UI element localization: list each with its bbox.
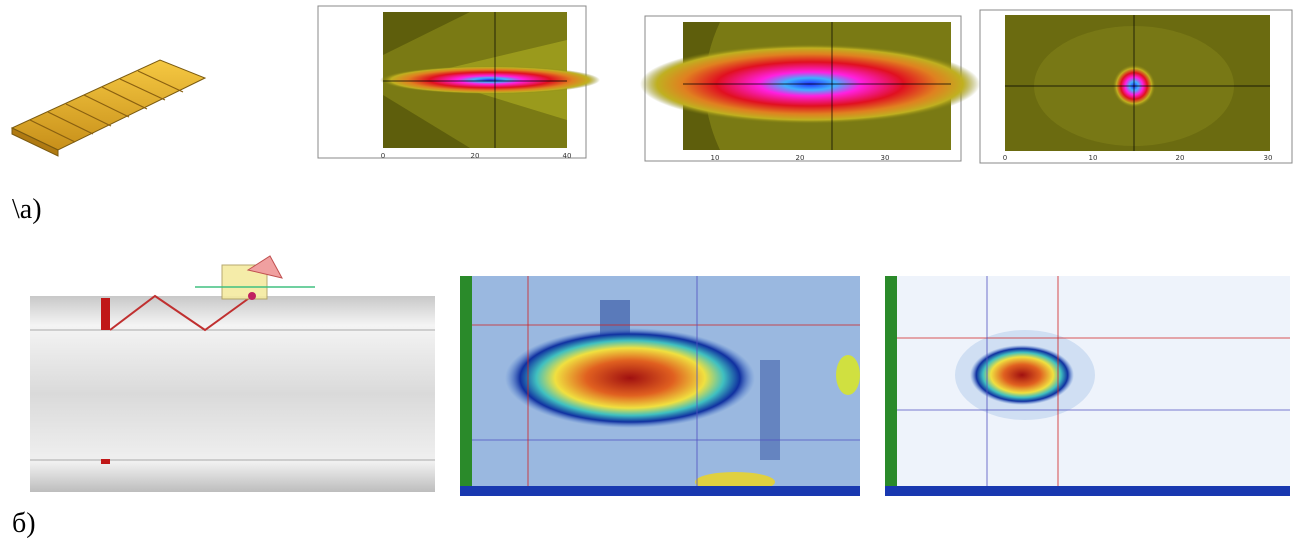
x-tick-label: 20 <box>471 152 480 160</box>
x-tick-label: 20 <box>796 154 805 162</box>
scan-plot: 0 10 20 30 <box>980 10 1292 163</box>
x-tick-label: 30 <box>881 154 890 162</box>
scan-plot: 10 20 30 <box>640 16 980 162</box>
x-tick-label: 10 <box>1089 154 1098 162</box>
segment-model <box>12 60 205 156</box>
x-tick-label: 0 <box>1003 154 1007 162</box>
pipe-model <box>30 256 435 492</box>
scan-image <box>460 276 860 496</box>
panel-label: \а) <box>12 194 42 225</box>
scan-plot: 0 20 40 <box>318 6 600 160</box>
panel-label: б) <box>12 508 36 539</box>
page: 0 20 40 10 20 30 0 10 20 30 \а) <box>0 0 1300 544</box>
x-tick-label: 30 <box>1264 154 1273 162</box>
x-tick-label: 0 <box>381 152 385 160</box>
figure: 0 20 40 10 20 30 0 10 20 30 \а) <box>0 0 1300 544</box>
x-tick-label: 20 <box>1176 154 1185 162</box>
x-tick-label: 10 <box>711 154 720 162</box>
scan-image <box>885 276 1290 496</box>
x-tick-label: 40 <box>563 152 572 160</box>
